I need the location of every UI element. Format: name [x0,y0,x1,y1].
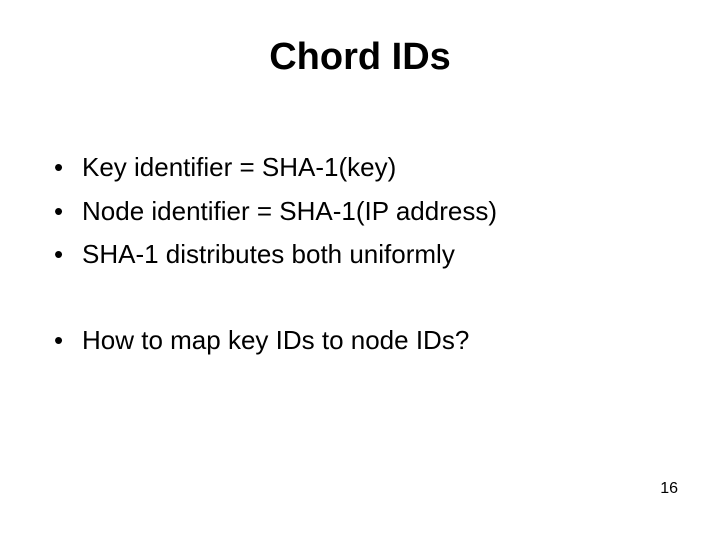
bullet-item: How to map key IDs to node IDs? [54,322,680,360]
page-number: 16 [660,480,678,498]
bullet-item: SHA-1 distributes both uniformly [54,236,680,274]
bullet-item: Node identifier = SHA-1(IP address) [54,193,680,231]
slide-title: Chord IDs [40,36,680,79]
bullet-group-2: How to map key IDs to node IDs? [40,322,680,360]
bullet-item: Key identifier = SHA-1(key) [54,149,680,187]
group-spacer [40,280,680,322]
slide: Chord IDs Key identifier = SHA-1(key) No… [0,0,720,540]
bullet-group-1: Key identifier = SHA-1(key) Node identif… [40,149,680,274]
